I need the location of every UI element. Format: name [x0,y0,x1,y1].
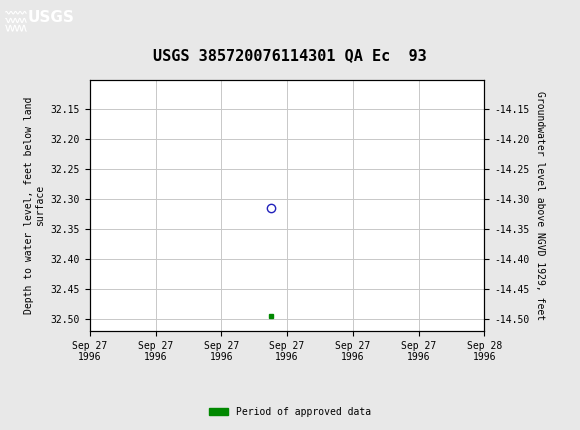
Y-axis label: Groundwater level above NGVD 1929, feet: Groundwater level above NGVD 1929, feet [535,91,545,320]
Y-axis label: Depth to water level, feet below land
surface: Depth to water level, feet below land su… [24,97,45,314]
Text: USGS 385720076114301 QA Ec  93: USGS 385720076114301 QA Ec 93 [153,49,427,63]
Legend: Period of approved data: Period of approved data [205,403,375,421]
Text: USGS: USGS [28,10,75,25]
